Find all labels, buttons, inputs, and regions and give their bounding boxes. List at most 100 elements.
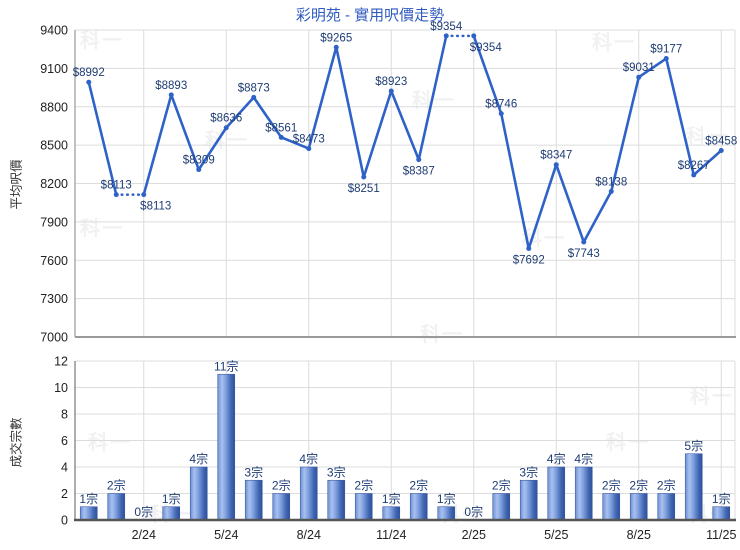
volume-bar-label: 2宗 xyxy=(602,478,621,493)
volume-bar xyxy=(519,479,538,521)
volume-bar-label: 0宗 xyxy=(464,504,483,519)
price-point-label: $7692 xyxy=(513,254,545,266)
price-line-segment xyxy=(472,34,503,115)
x-axis-tick-label: 5/24 xyxy=(214,528,238,542)
price-point xyxy=(168,92,174,98)
price-point xyxy=(333,44,339,50)
price-y-tick-label: 7300 xyxy=(40,292,68,306)
price-line-segment xyxy=(362,89,393,179)
price-point xyxy=(306,146,312,152)
price-point-label: $8138 xyxy=(595,176,627,188)
volume-bar-label: 2宗 xyxy=(107,478,126,493)
volume-bar-label: 2宗 xyxy=(409,478,428,493)
volume-bar-label: 3宗 xyxy=(519,464,538,479)
volume-bar-label: 4宗 xyxy=(299,451,318,466)
price-point xyxy=(113,192,119,198)
volume-bar xyxy=(217,373,236,521)
price-line-segment xyxy=(582,190,613,244)
price-line-segment xyxy=(554,163,586,244)
watermark: 科一 xyxy=(420,324,464,346)
volume-bar xyxy=(629,493,648,521)
price-point-label: $8923 xyxy=(375,76,407,88)
price-y-tick-label: 9400 xyxy=(40,24,68,38)
price-point xyxy=(443,33,449,39)
volume-bar-label: 11宗 xyxy=(214,358,238,373)
volume-bar xyxy=(409,493,428,521)
volume-y-tick-label: 12 xyxy=(54,355,68,369)
price-line-segment xyxy=(197,126,228,171)
volume-bar xyxy=(327,479,346,521)
price-point-label: $8113 xyxy=(101,180,132,192)
volume-y-tick-label: 8 xyxy=(61,408,68,422)
volume-bar-label: 2宗 xyxy=(272,478,291,493)
price-point-label: $9031 xyxy=(623,62,655,74)
volume-bar-label: 4宗 xyxy=(574,451,593,466)
volume-bar xyxy=(602,493,621,521)
price-point xyxy=(471,33,477,39)
volume-bar xyxy=(272,493,291,521)
price-y-tick-label: 8500 xyxy=(40,139,68,153)
volume-bar xyxy=(712,506,731,521)
price-point xyxy=(498,111,504,117)
volume-y-tick-label: 4 xyxy=(61,461,68,475)
x-axis-tick-label: 5/25 xyxy=(544,528,568,542)
price-point-label: $8113 xyxy=(140,201,171,213)
volume-bar xyxy=(382,506,401,521)
volume-bar xyxy=(547,466,566,521)
volume-bar-label: 2宗 xyxy=(492,478,511,493)
price-point xyxy=(361,174,367,180)
price-line-segment xyxy=(527,163,558,250)
price-point-label: $9265 xyxy=(320,32,352,44)
volume-bar xyxy=(684,453,703,521)
price-point xyxy=(526,245,532,251)
volume-bar-label: 0宗 xyxy=(134,504,153,519)
volume-bar-label: 2宗 xyxy=(354,478,373,493)
price-point xyxy=(636,74,642,80)
volume-bar xyxy=(492,493,511,521)
price-point-label: $8251 xyxy=(348,183,380,195)
volume-axis-title: 成交宗數 xyxy=(9,417,24,468)
price-point xyxy=(691,172,697,178)
price-point-label: $8458 xyxy=(705,135,737,147)
price-y-tick-label: 7000 xyxy=(40,331,68,345)
x-axis-tick-label: 2/24 xyxy=(132,528,156,542)
price-point xyxy=(388,88,394,94)
volume-bar xyxy=(574,466,593,521)
price-y-tick-label: 8800 xyxy=(40,100,68,114)
watermark: 科一 xyxy=(88,432,132,454)
price-point-label: $8561 xyxy=(265,122,297,134)
volume-bar-label: 1宗 xyxy=(382,491,401,506)
volume-bar-label: 2宗 xyxy=(657,478,676,493)
price-point-label: $9354 xyxy=(470,42,503,54)
price-point-label: $8992 xyxy=(73,67,105,79)
price-line-segment xyxy=(334,45,366,179)
price-point-label: $8347 xyxy=(540,150,572,162)
price-point-label: $8893 xyxy=(155,80,187,92)
volume-bar-label: 3宗 xyxy=(244,464,263,479)
price-line-segment xyxy=(279,136,311,150)
price-point xyxy=(663,56,669,62)
volume-bar-label: 4宗 xyxy=(547,451,566,466)
price-point-label: $9354 xyxy=(430,21,463,33)
volume-bar-label: 5宗 xyxy=(684,438,703,453)
price-point-label: $8309 xyxy=(183,155,215,167)
price-y-tick-label: 8200 xyxy=(40,177,68,191)
price-point xyxy=(608,188,614,194)
price-line-segment xyxy=(692,149,723,177)
price-point-label: $8873 xyxy=(238,82,270,94)
price-point-label: $8387 xyxy=(403,166,435,178)
price-point-label: $7743 xyxy=(568,248,600,260)
price-line-segment xyxy=(224,96,256,130)
volume-bar-label: 1宗 xyxy=(437,491,456,506)
price-line-segment xyxy=(417,34,448,161)
price-point-label: $8267 xyxy=(678,160,710,172)
price-point xyxy=(196,167,202,173)
price-point xyxy=(223,125,229,131)
price-line-segment xyxy=(87,80,118,196)
watermark: 科一 xyxy=(606,432,650,454)
price-y-tick-label: 7900 xyxy=(40,215,68,229)
price-point xyxy=(141,192,147,198)
x-axis-tick-label: 11/25 xyxy=(706,528,736,542)
